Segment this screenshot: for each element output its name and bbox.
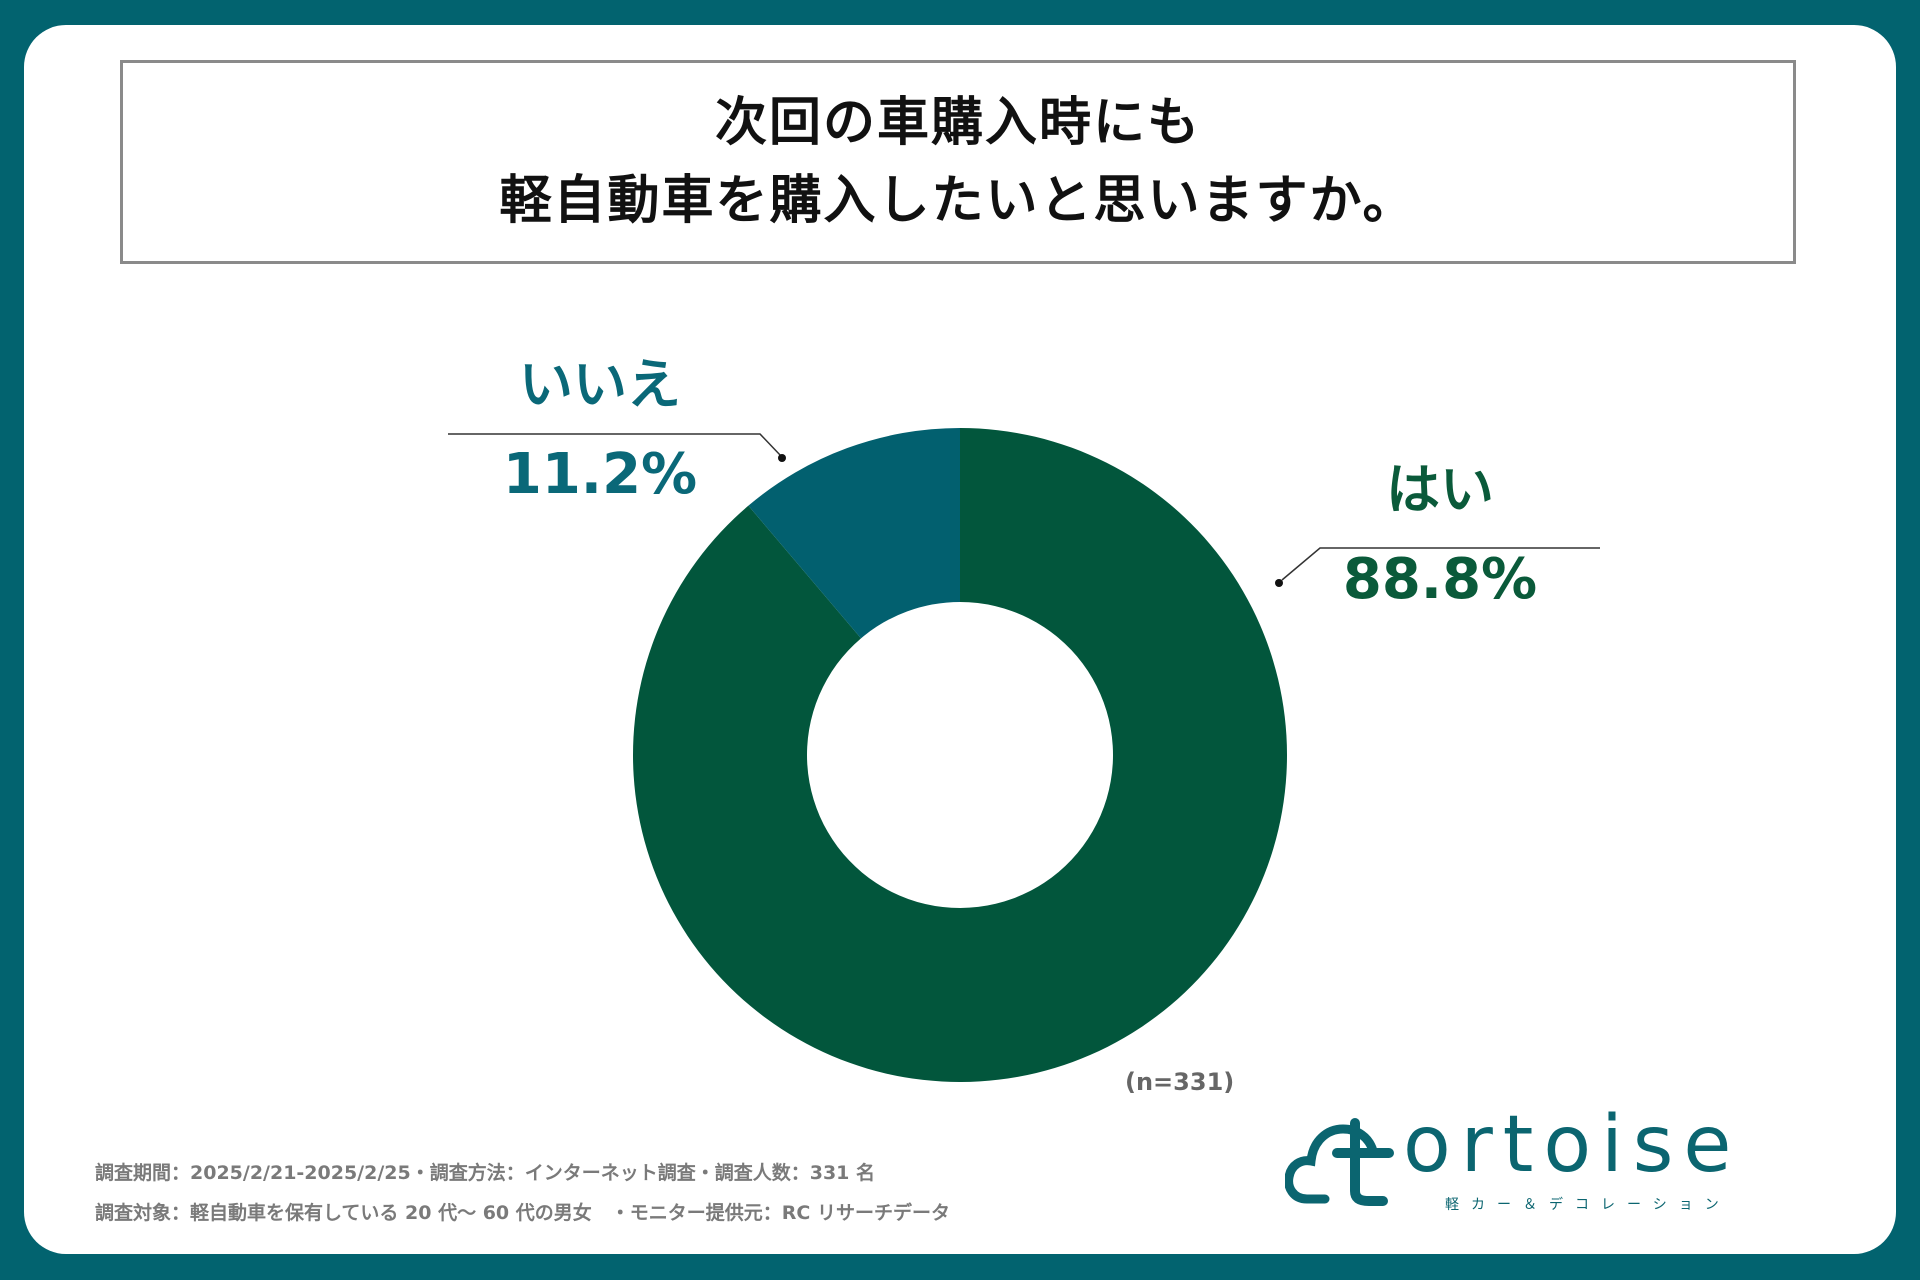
title-box: 次回の車購入時にも 軽自動車を購入したいと思いますか。 <box>120 60 1796 264</box>
logo-tagline: 軽カー＆デコレーション <box>1445 1197 1731 1213</box>
cloud-t-logo-icon <box>1285 1118 1394 1206</box>
yes-label-name: はい <box>1386 458 1494 521</box>
chart-title-line-1: 次回の車購入時にも <box>714 93 1201 153</box>
logo-wordmark: ortoise <box>1403 1100 1742 1190</box>
no-leader-dot <box>778 454 786 462</box>
footnote-survey-target: 調査対象：軽自動車を保有している 20 代〜 60 代の男女 ・モニター提供元：… <box>95 1202 950 1224</box>
no-label-percent: 11.2% <box>502 442 698 507</box>
tortoise-logo: ortoise 軽カー＆デコレーション <box>1285 1095 1805 1235</box>
no-leader-line <box>448 433 782 457</box>
no-label: いいえ 11.2% <box>490 350 710 510</box>
slice-no <box>748 428 960 639</box>
yes-leader-dot <box>1275 579 1283 587</box>
footnote-survey-period: 調査期間：2025/2/21-2025/2/25・調査方法：インターネット調査・… <box>95 1162 876 1184</box>
yes-leader-line <box>1281 547 1600 581</box>
no-label-name: いいえ <box>519 353 681 416</box>
yes-label: はい 88.8% <box>1330 455 1550 615</box>
sample-size-label: (n=331) <box>1125 1068 1235 1096</box>
yes-label-percent: 88.8% <box>1342 547 1538 612</box>
slice-yes <box>633 428 1288 1082</box>
chart-title-line-2: 軽自動車を購入したいと思いますか。 <box>499 171 1417 231</box>
